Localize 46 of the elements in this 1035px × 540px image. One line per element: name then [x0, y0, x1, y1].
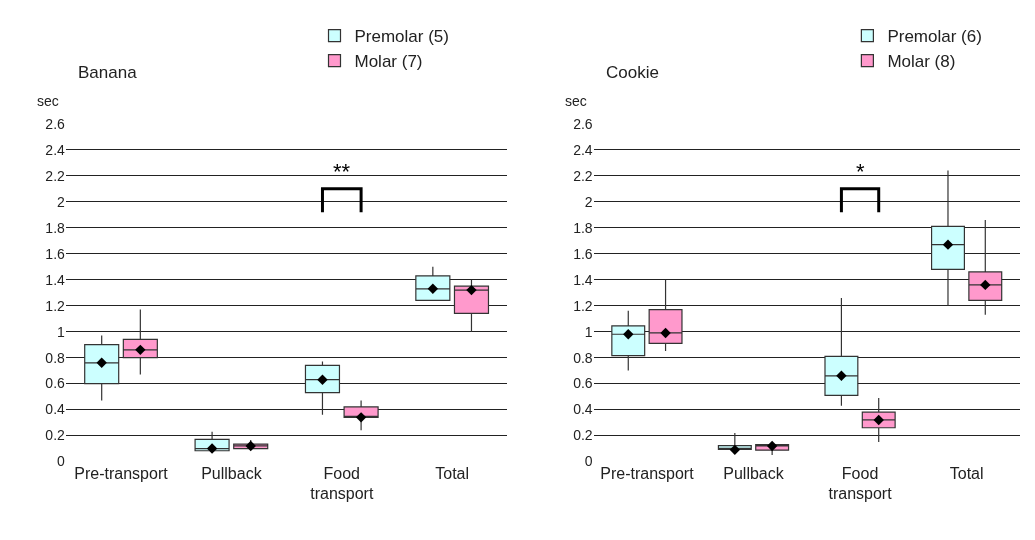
y-tick-label: 2.6	[45, 115, 66, 132]
y-tick-label: 2.2	[573, 167, 593, 184]
annotation: *	[856, 159, 865, 184]
legend-label: Premolar (5)	[354, 27, 449, 47]
y-tick-label: 0.4	[45, 401, 66, 418]
x-tick-label: Food transport	[828, 464, 893, 503]
x-tick-label: Pullback	[723, 464, 785, 482]
y-tick-label: 2.4	[573, 141, 593, 158]
chart-title: Cookie	[606, 63, 659, 82]
y-tick-label: 0.6	[45, 375, 66, 392]
y-tick-label: 1.2	[573, 297, 593, 314]
y-tick-label: 1.4	[45, 271, 66, 288]
y-tick-label: 1.6	[45, 245, 66, 262]
y-tick-label: 1.8	[573, 219, 593, 236]
y-tick-label: 1	[57, 323, 66, 340]
y-tick-label: 0.2	[45, 427, 66, 444]
y-tick-label: 1.8	[45, 219, 66, 236]
x-tick-label: Pullback	[201, 464, 263, 482]
y-tick-label: 0	[584, 453, 593, 470]
y-tick-label: 2	[57, 193, 66, 210]
x-tick-label: Food transport	[310, 464, 374, 503]
legend-label: Premolar (6)	[887, 27, 982, 47]
legend-label: Molar (7)	[354, 52, 423, 72]
y-tick-label: 1.6	[573, 245, 593, 262]
chart-title: Banana	[78, 63, 138, 82]
y-tick-label: 0.2	[573, 427, 593, 444]
x-tick-label: Pre-transport	[600, 464, 695, 482]
y-tick-label: 2.2	[45, 167, 66, 184]
x-tick-label: Total	[949, 464, 984, 482]
y-axis-title: sec	[37, 93, 59, 109]
y-tick-label: 0.8	[45, 349, 66, 366]
y-tick-label: 1.4	[573, 271, 593, 288]
y-tick-label: 1.2	[45, 297, 66, 314]
y-tick-label: 0.4	[573, 401, 593, 418]
y-tick-label: 0.6	[573, 375, 593, 392]
y-tick-label: 1	[584, 323, 593, 340]
y-tick-label: 2.4	[45, 141, 66, 158]
y-tick-label: 0.8	[573, 349, 593, 366]
annotation: **	[333, 159, 351, 184]
x-tick-label: Total	[435, 464, 470, 482]
y-axis-title: sec	[565, 93, 587, 109]
y-tick-label: 2	[584, 193, 593, 210]
y-tick-label: 0	[57, 453, 66, 470]
legend-label: Molar (8)	[887, 52, 956, 72]
x-tick-label: Pre-transport	[74, 464, 169, 482]
y-tick-label: 2.6	[573, 115, 593, 132]
